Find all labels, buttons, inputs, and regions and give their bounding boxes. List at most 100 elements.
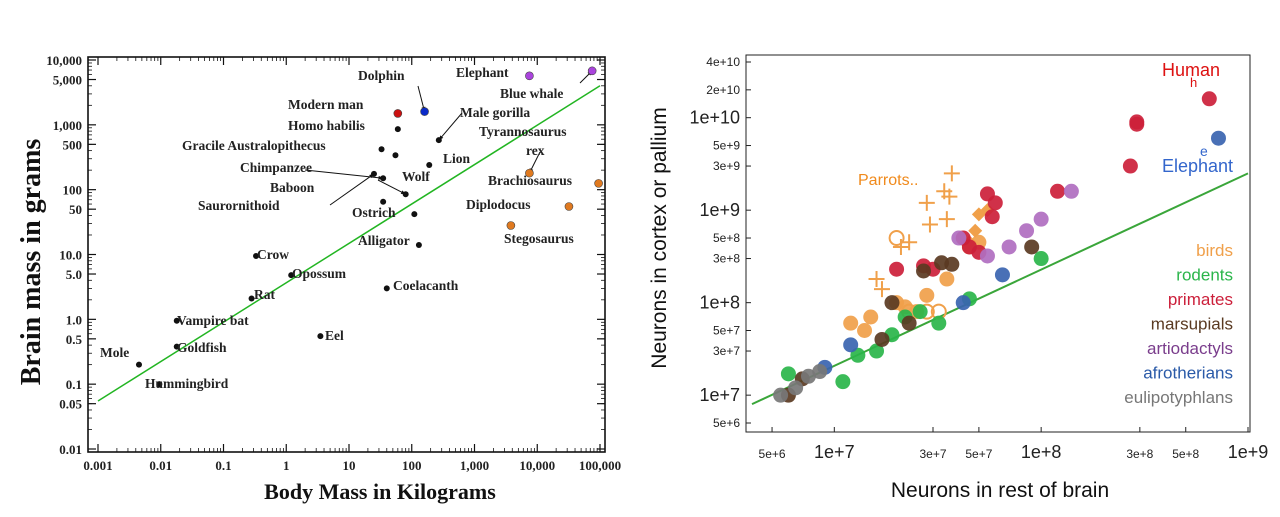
- y-tick-label: 3e+9: [713, 159, 740, 173]
- data-point: [863, 309, 879, 325]
- x-tick-label: 5e+8: [1172, 447, 1199, 461]
- point-annotation: Human: [1162, 60, 1220, 80]
- data-point: [370, 170, 377, 177]
- data-point: [411, 211, 418, 218]
- point-annotation: Ostrich: [352, 205, 396, 220]
- data-point: [380, 198, 387, 205]
- plot-frame: [745, 54, 1251, 433]
- data-point: [1033, 211, 1049, 227]
- pointer-arrow: [438, 112, 463, 141]
- data-point: [1210, 130, 1226, 146]
- data-point: [1001, 239, 1017, 255]
- legend-entry: marsupials: [1151, 315, 1233, 334]
- data-point: [850, 347, 866, 363]
- point-annotation: Rat: [254, 287, 275, 302]
- point-annotation: Baboon: [270, 180, 315, 195]
- point-annotation: Elephant: [456, 65, 509, 80]
- y-axis-title: Neurons in cortex or pallium: [648, 107, 671, 368]
- y-tick-label: 10.0: [59, 248, 82, 263]
- data-point: [1201, 91, 1217, 107]
- data-point: [383, 285, 390, 292]
- data-point: [912, 304, 928, 320]
- data-point: [135, 361, 142, 368]
- data-point: [888, 230, 905, 247]
- point-annotation: Opossum: [292, 266, 347, 281]
- data-point: [951, 230, 967, 246]
- y-tick-label: 5e+8: [713, 231, 740, 245]
- data-point: [901, 234, 918, 251]
- data-point: [938, 211, 955, 228]
- point-annotation: Eel: [325, 328, 344, 343]
- data-point: [968, 223, 983, 238]
- x-tick-label: 0.01: [149, 458, 172, 473]
- data-point: [380, 175, 387, 182]
- x-tick-label: 10,000: [519, 458, 555, 473]
- data-point: [931, 315, 947, 331]
- data-point: [587, 66, 597, 76]
- legend-entry: birds: [1196, 241, 1233, 260]
- pointer-arrow: [329, 173, 375, 206]
- data-point: [525, 71, 534, 81]
- legend-entry: artiodactyls: [1147, 339, 1233, 358]
- x-tick-label: 3e+8: [1126, 447, 1153, 461]
- x-axis-title: Body Mass in Kilograms: [264, 479, 496, 504]
- x-tick-label: 100,000: [579, 458, 621, 473]
- data-point: [317, 333, 324, 340]
- data-point: [435, 137, 442, 144]
- y-tick-label: 1e+10: [689, 108, 740, 128]
- x-tick-label: 5e+6: [759, 447, 786, 461]
- y-tick-label: 3e+7: [713, 344, 740, 358]
- y-tick-label: 5.0: [66, 267, 82, 282]
- y-tick-label: 5e+7: [713, 324, 740, 338]
- data-point: [394, 126, 401, 133]
- data-point: [378, 146, 385, 153]
- data-point: [780, 366, 796, 382]
- data-point: [884, 295, 900, 311]
- point-annotation: Chimpanzee: [240, 160, 312, 175]
- data-point: [919, 287, 935, 303]
- data-point: [173, 317, 180, 324]
- point-annotation: Blue whale: [500, 86, 563, 101]
- data-point: [800, 368, 816, 384]
- data-point: [987, 195, 1003, 211]
- data-point: [415, 242, 422, 249]
- data-point: [943, 165, 960, 182]
- trend-line: [97, 85, 601, 402]
- pointer-arrow: [377, 179, 406, 195]
- data-point: [843, 315, 859, 331]
- data-point: [1129, 114, 1145, 130]
- point-annotation: h: [1190, 75, 1197, 90]
- data-point: [944, 256, 960, 272]
- data-point: [843, 337, 859, 353]
- data-point: [921, 216, 938, 233]
- x-tick-label: 5e+7: [965, 447, 992, 461]
- x-tick-label: 1e+9: [1228, 442, 1269, 462]
- data-point: [392, 152, 399, 159]
- x-tick-label: 100: [402, 458, 422, 473]
- y-tick-label: 1.0: [66, 312, 82, 327]
- point-annotation: Brachiosaurus: [488, 173, 572, 188]
- y-tick-label: 4e+10: [706, 55, 740, 69]
- data-point: [1050, 183, 1066, 199]
- data-point: [868, 271, 885, 288]
- x-tick-label: 1,000: [460, 458, 489, 473]
- data-point: [1019, 223, 1035, 239]
- point-annotation: Lion: [443, 151, 471, 166]
- y-tick-label: 1e+9: [699, 200, 740, 220]
- data-point: [892, 238, 909, 255]
- data-point: [525, 168, 534, 178]
- y-tick-label: 5e+6: [713, 416, 740, 430]
- data-point: [773, 387, 789, 403]
- point-annotation: Hummingbird: [145, 376, 229, 391]
- data-point: [918, 194, 935, 211]
- x-tick-label: 10: [343, 458, 356, 473]
- y-tick-label: 3e+8: [713, 252, 740, 266]
- y-tick-label: 2e+10: [706, 83, 740, 97]
- point-annotation: Crow: [257, 247, 289, 262]
- data-point: [788, 380, 804, 396]
- x-tick-label: 0.1: [215, 458, 231, 473]
- y-tick-label: 1e+8: [699, 293, 740, 313]
- x-tick-label: 3e+7: [919, 447, 946, 461]
- x-tick-label: 1: [283, 458, 290, 473]
